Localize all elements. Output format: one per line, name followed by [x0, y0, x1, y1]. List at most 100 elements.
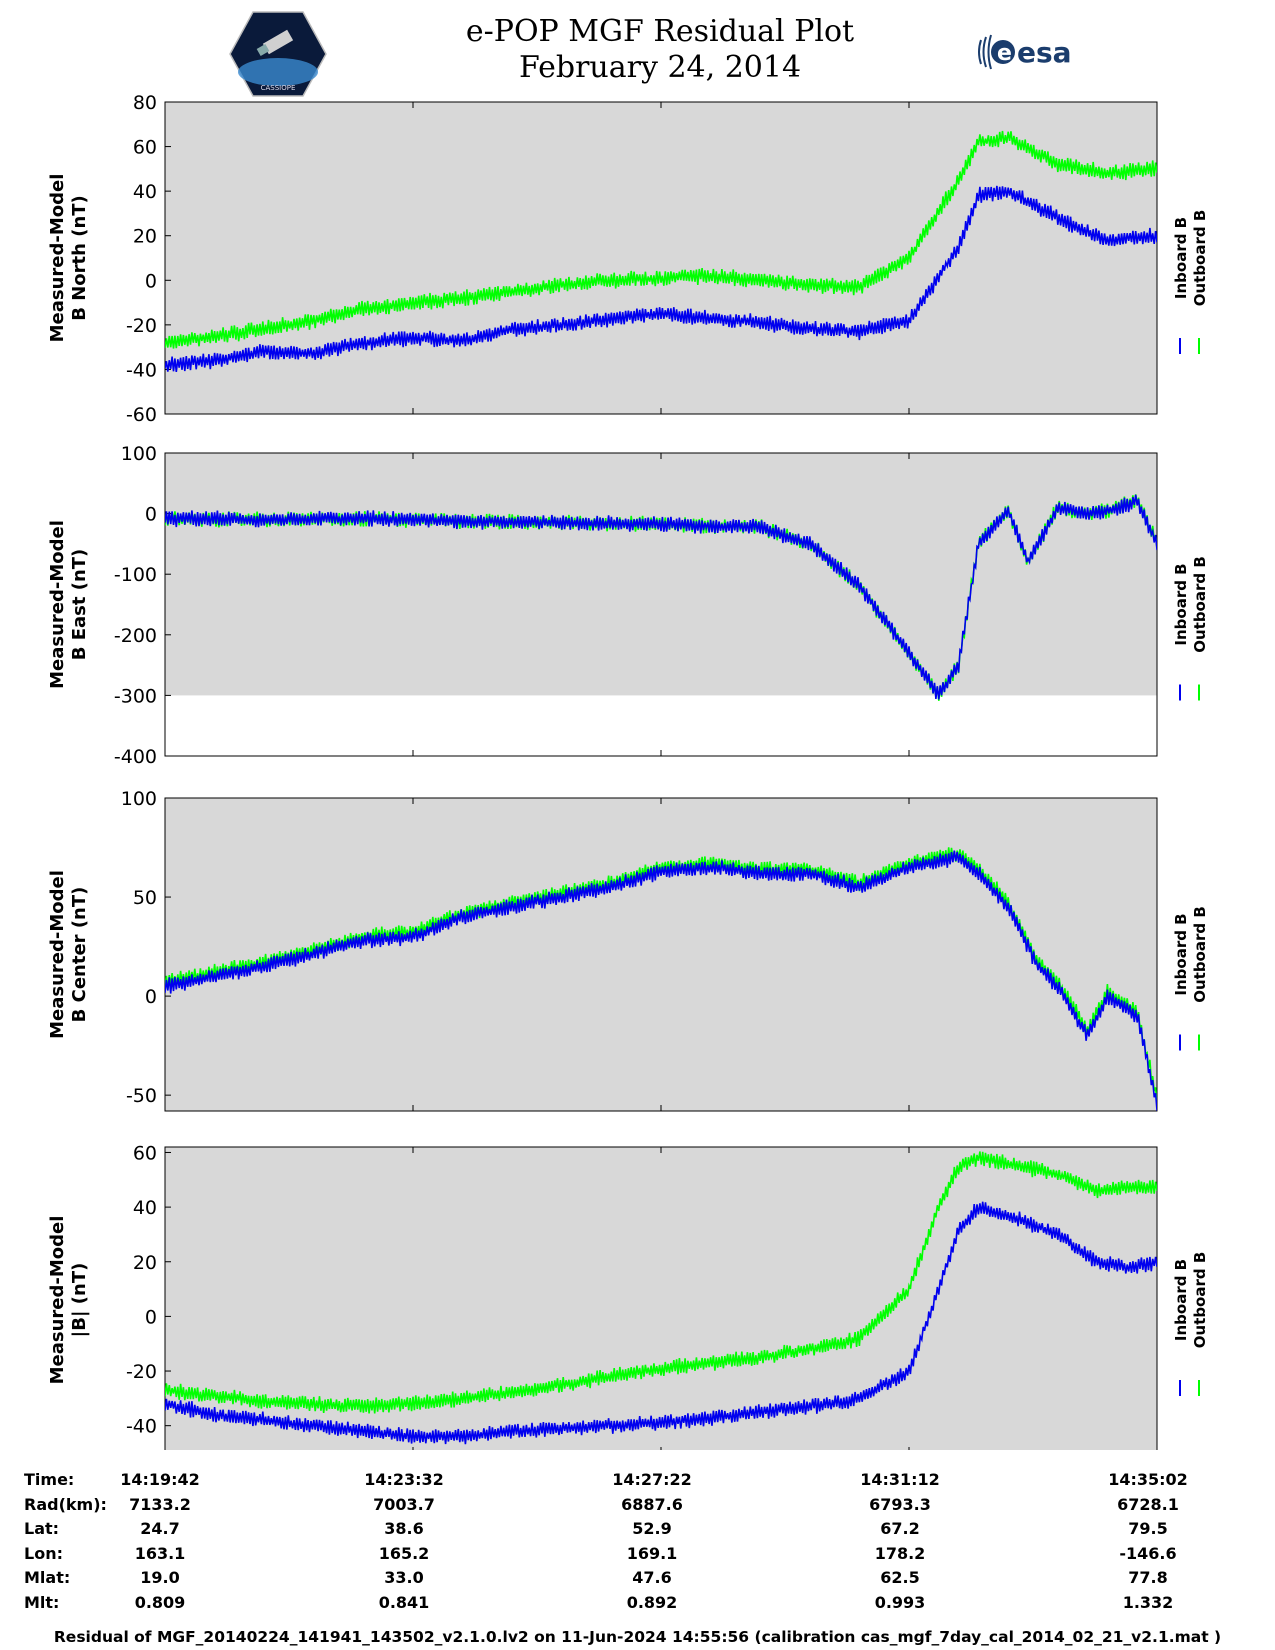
info-cell: 47.6 — [632, 1568, 672, 1587]
series-line-outboard — [165, 1151, 1157, 1414]
y-tick-label: -20 — [126, 315, 157, 337]
y-axis-label-line1: Measured-Model — [47, 870, 68, 1039]
series-group — [165, 494, 1157, 701]
info-cell: 24.7 — [140, 1519, 180, 1538]
info-row-label: Rad(km): — [24, 1494, 107, 1514]
info-cell: 6887.6 — [621, 1494, 683, 1514]
y-axis-label-line2: |B| (nT) — [69, 1263, 90, 1338]
info-cell: 7133.2 — [129, 1494, 191, 1514]
info-row-label: Lon: — [24, 1543, 63, 1563]
info-cell: 38.6 — [384, 1519, 424, 1538]
series-group — [165, 847, 1157, 1111]
y-axis-label-line2: B Center (nT) — [69, 887, 90, 1023]
info-cell: 33.0 — [384, 1568, 424, 1587]
legend: Inboard B Outboard B — [1172, 906, 1209, 1051]
info-row-label: Mlt: — [24, 1592, 60, 1612]
legend-label-outboard: Outboard B — [1191, 210, 1209, 307]
series-group — [165, 130, 1157, 372]
info-cell: 6793.3 — [869, 1494, 931, 1514]
info-cell: 0.892 — [626, 1592, 678, 1612]
info-cell: 79.5 — [1128, 1519, 1168, 1538]
info-cell: 178.2 — [874, 1543, 926, 1563]
chart-title: e-POP MGF Residual Plot February 24, 201… — [380, 14, 940, 86]
info-row-label: Mlat: — [24, 1568, 71, 1587]
series-group — [165, 1151, 1157, 1445]
info-cell: 163.1 — [134, 1543, 186, 1563]
legend-label-outboard: Outboard B — [1191, 1252, 1209, 1349]
chart-panel-4: -40 -20 0 20 40 60 Measured-Model|B| (nT) Inboa… — [47, 1142, 1209, 1450]
y-tick-label: -100 — [114, 564, 157, 586]
esa-logo: e esa — [978, 34, 1072, 70]
plot-background — [165, 798, 1157, 1111]
legend-label-inboard: Inboard B — [1172, 217, 1190, 299]
y-tick-label: 0 — [145, 270, 157, 292]
y-axis-label: Measured-ModelB North (nT) — [47, 174, 90, 343]
y-tick-label: -20 — [126, 1361, 157, 1383]
y-axis-label-line1: Measured-Model — [47, 174, 68, 343]
info-cell: 0.841 — [378, 1592, 430, 1612]
legend-label-inboard: Inboard B — [1172, 913, 1190, 995]
legend: Inboard B Outboard B — [1172, 1252, 1209, 1396]
esa-logo-text: esa — [1017, 36, 1072, 69]
legend: Inboard B Outboard B — [1172, 556, 1209, 701]
info-cell: 14:19:42 — [120, 1470, 200, 1489]
title-line-2: February 24, 2014 — [518, 50, 802, 85]
y-tick-label: 50 — [133, 887, 157, 909]
y-axis-label-line2: B East (nT) — [69, 549, 90, 661]
info-cell: 62.5 — [880, 1568, 920, 1587]
info-cell: 19.0 — [140, 1568, 180, 1587]
info-cell: 7003.7 — [373, 1494, 435, 1514]
info-cell: 169.1 — [626, 1543, 678, 1563]
y-tick-label: -40 — [126, 1416, 157, 1438]
y-tick-label: 20 — [133, 1252, 157, 1274]
info-cell: 0.993 — [874, 1592, 926, 1612]
y-tick-label: 20 — [133, 226, 157, 248]
y-tick-label: 100 — [121, 788, 157, 810]
y-axis-label: Measured-Model|B| (nT) — [47, 1216, 90, 1385]
legend-label-inboard: Inboard B — [1172, 1259, 1190, 1341]
info-cell: -146.6 — [1119, 1543, 1177, 1563]
y-tick-label: 60 — [133, 137, 157, 159]
series-line-outboard — [165, 130, 1157, 349]
info-cell: 52.9 — [632, 1519, 672, 1538]
y-tick-label: 40 — [133, 1197, 157, 1219]
info-row-label: Lat: — [24, 1519, 60, 1538]
info-cell: 0.809 — [134, 1592, 186, 1612]
y-tick-label: 80 — [133, 92, 157, 114]
info-cell: 14:23:32 — [364, 1470, 444, 1489]
plot-background — [165, 102, 1157, 414]
legend: Inboard B Outboard B — [1172, 210, 1209, 354]
series-line-inboard — [165, 494, 1157, 700]
title-line-1: e-POP MGF Residual Plot — [465, 14, 855, 49]
residual-charts: -60 -40 -20 0 20 40 60 80 Measured-ModelB North … — [47, 92, 1209, 1450]
y-tick-label: -50 — [126, 1085, 157, 1107]
cassiope-logo: CASSIOPE — [229, 11, 327, 97]
info-cell: 165.2 — [378, 1543, 430, 1563]
y-axis-label: Measured-ModelB Center (nT) — [47, 870, 90, 1039]
legend-label-outboard: Outboard B — [1191, 906, 1209, 1003]
legend-label-outboard: Outboard B — [1191, 556, 1209, 653]
y-tick-label: 0 — [145, 504, 157, 526]
cassiope-logo-text: CASSIOPE — [261, 84, 296, 92]
y-tick-label: -300 — [114, 685, 157, 707]
y-tick-label: 100 — [121, 443, 157, 465]
y-tick-label: 40 — [133, 181, 157, 203]
y-tick-label: 0 — [145, 986, 157, 1008]
y-axis-label: Measured-ModelB East (nT) — [47, 520, 90, 689]
legend-label-inboard: Inboard B — [1172, 563, 1190, 645]
info-cell: 67.2 — [880, 1519, 920, 1538]
y-axis-label-line1: Measured-Model — [47, 520, 68, 689]
y-tick-label: 60 — [133, 1142, 157, 1164]
y-tick-label: 0 — [145, 1306, 157, 1328]
series-line-inboard — [165, 850, 1157, 1111]
y-tick-label: -60 — [126, 404, 157, 426]
info-cell: 14:31:12 — [860, 1470, 940, 1489]
info-cell: 14:35:02 — [1108, 1470, 1188, 1489]
y-axis-label-line1: Measured-Model — [47, 1216, 68, 1385]
chart-panel-3: -50 0 50 100 Measured-ModelB Center (nT) Inbo… — [47, 788, 1209, 1112]
chart-panel-1: -60 -40 -20 0 20 40 60 80 Measured-ModelB North … — [47, 92, 1209, 426]
svg-text:e: e — [997, 41, 1012, 66]
info-row-label: Time: — [24, 1470, 75, 1489]
info-cell: 1.332 — [1122, 1592, 1174, 1612]
info-cell: 6728.1 — [1117, 1494, 1179, 1514]
